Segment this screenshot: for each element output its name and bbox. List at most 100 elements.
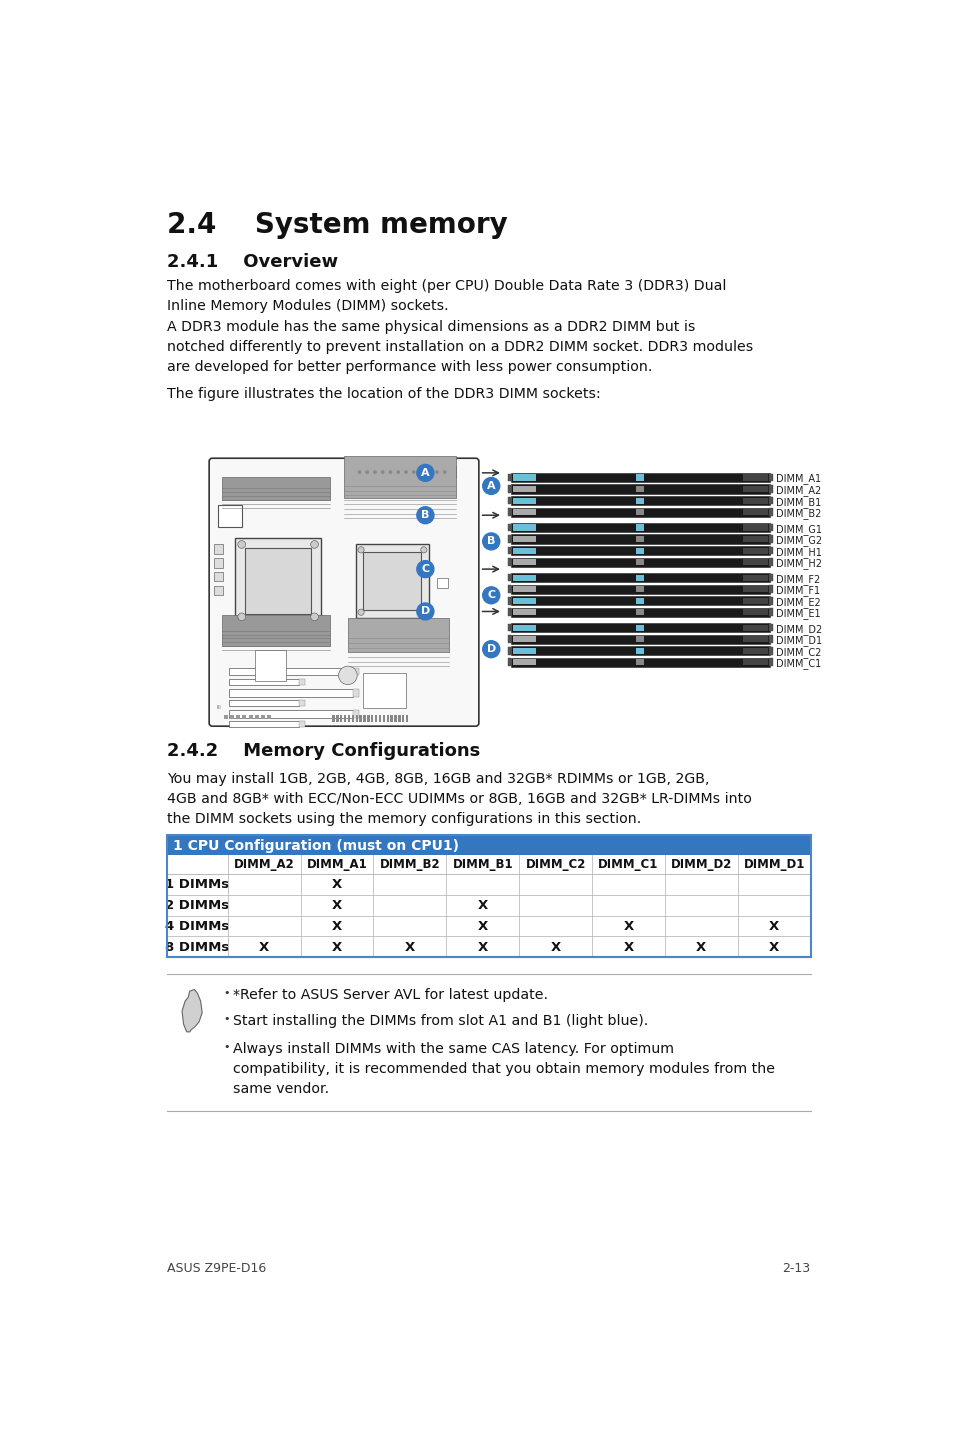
Bar bbox=[507, 659, 511, 666]
Circle shape bbox=[374, 470, 375, 473]
Bar bbox=[510, 496, 769, 505]
Bar bbox=[242, 716, 246, 719]
Bar bbox=[229, 720, 298, 728]
Text: D: D bbox=[486, 644, 496, 654]
Bar bbox=[510, 473, 769, 482]
Text: B: B bbox=[487, 536, 495, 546]
Bar bbox=[513, 575, 536, 581]
Bar bbox=[513, 598, 536, 604]
Text: III: III bbox=[216, 705, 221, 710]
Bar bbox=[235, 538, 320, 623]
Bar bbox=[213, 558, 223, 568]
Bar bbox=[507, 558, 511, 567]
Text: 1 DIMMs: 1 DIMMs bbox=[165, 879, 230, 892]
Bar bbox=[636, 647, 643, 654]
Bar bbox=[510, 546, 769, 555]
Bar bbox=[167, 916, 810, 936]
Bar bbox=[636, 636, 643, 643]
Bar bbox=[742, 610, 767, 615]
Bar bbox=[636, 587, 643, 592]
Bar bbox=[367, 716, 369, 722]
Text: DIMM_D1: DIMM_D1 bbox=[742, 858, 804, 871]
Bar bbox=[510, 535, 769, 544]
Bar bbox=[636, 509, 643, 515]
Bar bbox=[298, 720, 305, 728]
Bar bbox=[436, 578, 447, 588]
Bar bbox=[371, 716, 373, 722]
FancyBboxPatch shape bbox=[209, 459, 478, 726]
Text: A DDR3 module has the same physical dimensions as a DDR2 DIMM but is
notched dif: A DDR3 module has the same physical dime… bbox=[167, 321, 753, 374]
Bar bbox=[507, 608, 511, 615]
Bar bbox=[348, 617, 448, 653]
Bar bbox=[513, 647, 536, 654]
Bar bbox=[513, 475, 536, 480]
Text: DIMM_A1: DIMM_A1 bbox=[776, 473, 821, 485]
Bar bbox=[348, 716, 350, 722]
Bar bbox=[742, 636, 767, 643]
Bar bbox=[224, 716, 228, 719]
Bar bbox=[742, 624, 767, 631]
Bar bbox=[769, 535, 773, 544]
Bar bbox=[769, 523, 773, 532]
Text: B: B bbox=[420, 510, 429, 521]
Bar bbox=[636, 486, 643, 492]
Bar bbox=[636, 525, 643, 531]
Bar bbox=[510, 608, 769, 617]
Circle shape bbox=[482, 587, 499, 604]
Circle shape bbox=[389, 470, 392, 473]
Bar bbox=[221, 477, 330, 500]
Bar bbox=[513, 525, 536, 531]
Bar bbox=[513, 587, 536, 592]
Circle shape bbox=[416, 464, 434, 482]
Bar bbox=[507, 597, 511, 604]
Text: X: X bbox=[477, 940, 487, 953]
Bar bbox=[254, 650, 286, 680]
Bar bbox=[507, 473, 511, 482]
Text: DIMM_B2: DIMM_B2 bbox=[379, 858, 439, 871]
Bar bbox=[167, 894, 810, 916]
Bar bbox=[636, 498, 643, 503]
Circle shape bbox=[237, 613, 245, 621]
Bar bbox=[394, 716, 396, 722]
Circle shape bbox=[338, 666, 356, 684]
Text: X: X bbox=[622, 920, 633, 933]
Circle shape bbox=[482, 477, 499, 495]
Text: The figure illustrates the location of the DDR3 DIMM sockets:: The figure illustrates the location of t… bbox=[167, 387, 600, 401]
Bar bbox=[742, 498, 767, 503]
Bar bbox=[636, 475, 643, 480]
Bar bbox=[352, 716, 354, 722]
Bar bbox=[507, 574, 511, 581]
Text: X: X bbox=[696, 940, 705, 953]
Bar bbox=[742, 536, 767, 542]
Text: DIMM_C1: DIMM_C1 bbox=[776, 659, 821, 669]
Text: 2.4    System memory: 2.4 System memory bbox=[167, 211, 508, 239]
Bar bbox=[355, 545, 429, 617]
Bar bbox=[229, 679, 298, 686]
Text: DIMM_A2: DIMM_A2 bbox=[233, 858, 294, 871]
Text: C: C bbox=[421, 564, 429, 574]
Text: DIMM_D1: DIMM_D1 bbox=[776, 636, 821, 646]
Bar bbox=[245, 548, 311, 614]
Bar bbox=[507, 624, 511, 631]
Bar bbox=[769, 597, 773, 604]
Text: You may install 1GB, 2GB, 4GB, 8GB, 16GB and 32GB* RDIMMs or 1GB, 2GB,
4GB and 8: You may install 1GB, 2GB, 4GB, 8GB, 16GB… bbox=[167, 772, 751, 825]
Text: DIMM_A2: DIMM_A2 bbox=[776, 485, 821, 496]
Text: X: X bbox=[768, 920, 779, 933]
Text: DIMM_E1: DIMM_E1 bbox=[776, 608, 821, 620]
Text: DIMM_C1: DIMM_C1 bbox=[598, 858, 658, 871]
Circle shape bbox=[428, 470, 430, 473]
Bar bbox=[236, 716, 240, 719]
Circle shape bbox=[381, 470, 383, 473]
Bar bbox=[298, 700, 305, 706]
Bar bbox=[513, 548, 536, 554]
Bar bbox=[513, 636, 536, 643]
Bar bbox=[507, 485, 511, 493]
Bar bbox=[769, 508, 773, 516]
Bar bbox=[636, 559, 643, 565]
Bar bbox=[769, 585, 773, 592]
Bar bbox=[353, 689, 359, 697]
Text: X: X bbox=[332, 879, 342, 892]
Bar bbox=[513, 624, 536, 631]
Text: DIMM_E2: DIMM_E2 bbox=[776, 597, 821, 608]
Text: 2 DIMMs: 2 DIMMs bbox=[165, 899, 230, 912]
